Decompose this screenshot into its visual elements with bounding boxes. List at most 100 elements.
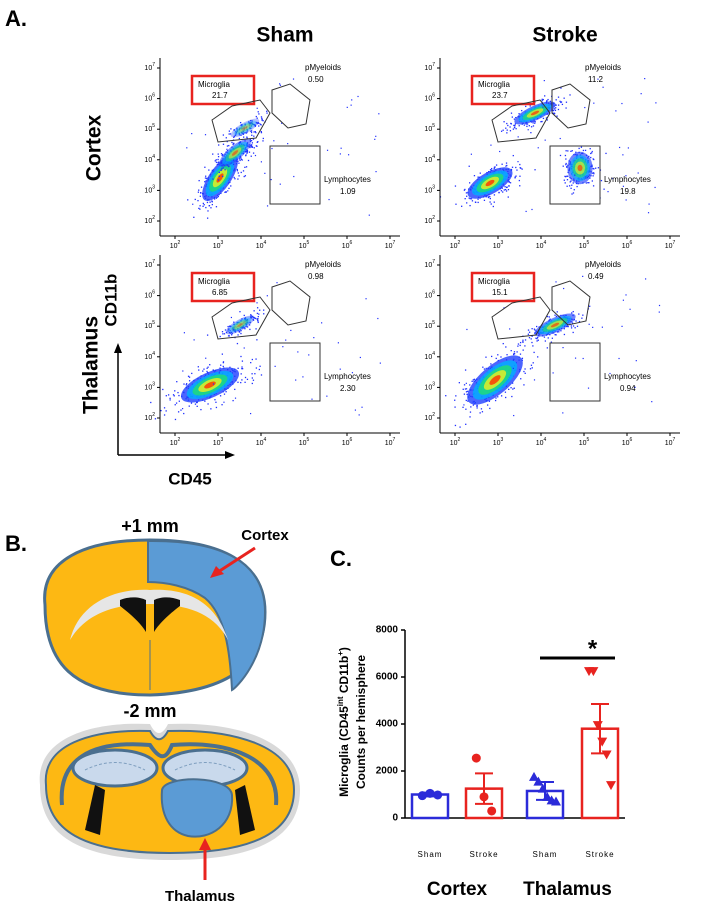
tick-exponent: 4	[544, 240, 547, 246]
event-dot	[571, 184, 573, 186]
tick-exponent: 7	[673, 437, 676, 443]
event-dot	[260, 116, 263, 118]
event-dot	[236, 170, 239, 172]
event-dot	[249, 328, 251, 331]
event-dot	[163, 414, 166, 416]
tick-label: 103	[493, 240, 504, 250]
gate-value: 2.30	[340, 384, 356, 393]
event-dot	[273, 140, 275, 142]
tick-base: 10	[170, 440, 178, 447]
event-dot	[234, 178, 236, 180]
event-dot	[505, 396, 507, 399]
event-dot	[500, 395, 503, 397]
microglia-gate	[491, 99, 551, 143]
event-dot	[220, 153, 223, 155]
event-dot	[253, 147, 255, 149]
event-dot	[555, 315, 558, 317]
tick-label: 105	[424, 124, 435, 134]
tick-label: 104	[424, 154, 435, 164]
event-dot	[532, 362, 534, 364]
event-dot	[547, 337, 549, 339]
event-dot	[255, 121, 257, 124]
event-dot	[654, 186, 656, 189]
event-dot	[255, 115, 257, 118]
tick-base: 10	[622, 243, 630, 250]
data-point	[425, 788, 435, 798]
event-dot	[357, 95, 359, 98]
event-dot	[255, 358, 257, 360]
event-dot	[590, 152, 592, 155]
event-dot	[507, 196, 509, 198]
tick-base: 10	[665, 243, 673, 250]
event-dot	[232, 159, 235, 161]
event-dot	[242, 325, 244, 328]
event-dot	[215, 161, 218, 163]
tick-exponent: 4	[432, 351, 435, 357]
event-dot	[490, 144, 492, 146]
event-dot	[245, 132, 248, 134]
event-dot	[200, 408, 202, 411]
event-dot	[245, 126, 248, 128]
event-dot	[500, 356, 502, 358]
event-dot	[469, 198, 471, 200]
event-dot	[191, 372, 193, 375]
event-dot	[647, 121, 649, 123]
tick-label: 107	[144, 62, 155, 72]
event-dot	[351, 372, 354, 374]
event-dot	[236, 326, 238, 328]
event-dot	[249, 122, 251, 124]
event-dot	[256, 122, 258, 125]
event-dot	[550, 341, 553, 343]
event-dot	[512, 367, 514, 370]
event-dot	[465, 388, 468, 390]
y-axis-label: Microglia (CD45int CD11b+)	[336, 647, 351, 797]
event-dot	[514, 177, 516, 179]
tick-exponent: 6	[350, 240, 353, 246]
event-dot	[517, 343, 520, 345]
event-dot	[554, 109, 557, 112]
density-contour	[233, 120, 257, 136]
event-dot	[243, 321, 245, 323]
event-dot	[475, 201, 477, 204]
event-dot	[375, 135, 377, 137]
event-dot	[564, 182, 566, 184]
event-dot	[234, 328, 236, 331]
gate-value: 0.49	[588, 272, 604, 281]
event-dot	[245, 323, 248, 325]
tick-base: 10	[144, 218, 152, 225]
event-dot	[246, 129, 249, 131]
event-dot	[471, 380, 473, 383]
event-dot	[365, 298, 367, 300]
y-tick-label: 8000	[376, 625, 399, 636]
event-dot	[244, 381, 246, 383]
event-dot	[527, 333, 530, 335]
tick-label: 104	[424, 351, 435, 361]
group-label: Cortex	[427, 879, 488, 900]
label-part: Microglia (CD45	[337, 706, 351, 797]
event-dot	[514, 123, 517, 125]
event-dot	[560, 101, 562, 104]
event-dot	[246, 321, 248, 323]
event-dot	[485, 367, 487, 369]
tick-exponent: 5	[587, 437, 590, 443]
event-dot	[250, 127, 252, 130]
density-contour	[230, 118, 260, 138]
tick-exponent: 2	[152, 215, 155, 221]
event-dot	[466, 328, 468, 331]
event-dot	[522, 339, 524, 341]
event-dot	[206, 177, 208, 180]
tick-label: 106	[342, 437, 353, 447]
event-dot	[246, 137, 248, 139]
event-dot	[217, 179, 220, 181]
row-label: Cortex	[83, 114, 106, 181]
event-dot	[510, 122, 512, 125]
event-dot	[245, 154, 247, 157]
event-dot	[462, 406, 464, 408]
event-dot	[238, 132, 240, 135]
event-dot	[245, 322, 247, 325]
lymphocytes-gate	[549, 342, 601, 402]
event-dot	[249, 144, 252, 146]
event-dot	[515, 166, 517, 169]
event-dot	[238, 175, 240, 177]
event-dot	[572, 331, 574, 334]
